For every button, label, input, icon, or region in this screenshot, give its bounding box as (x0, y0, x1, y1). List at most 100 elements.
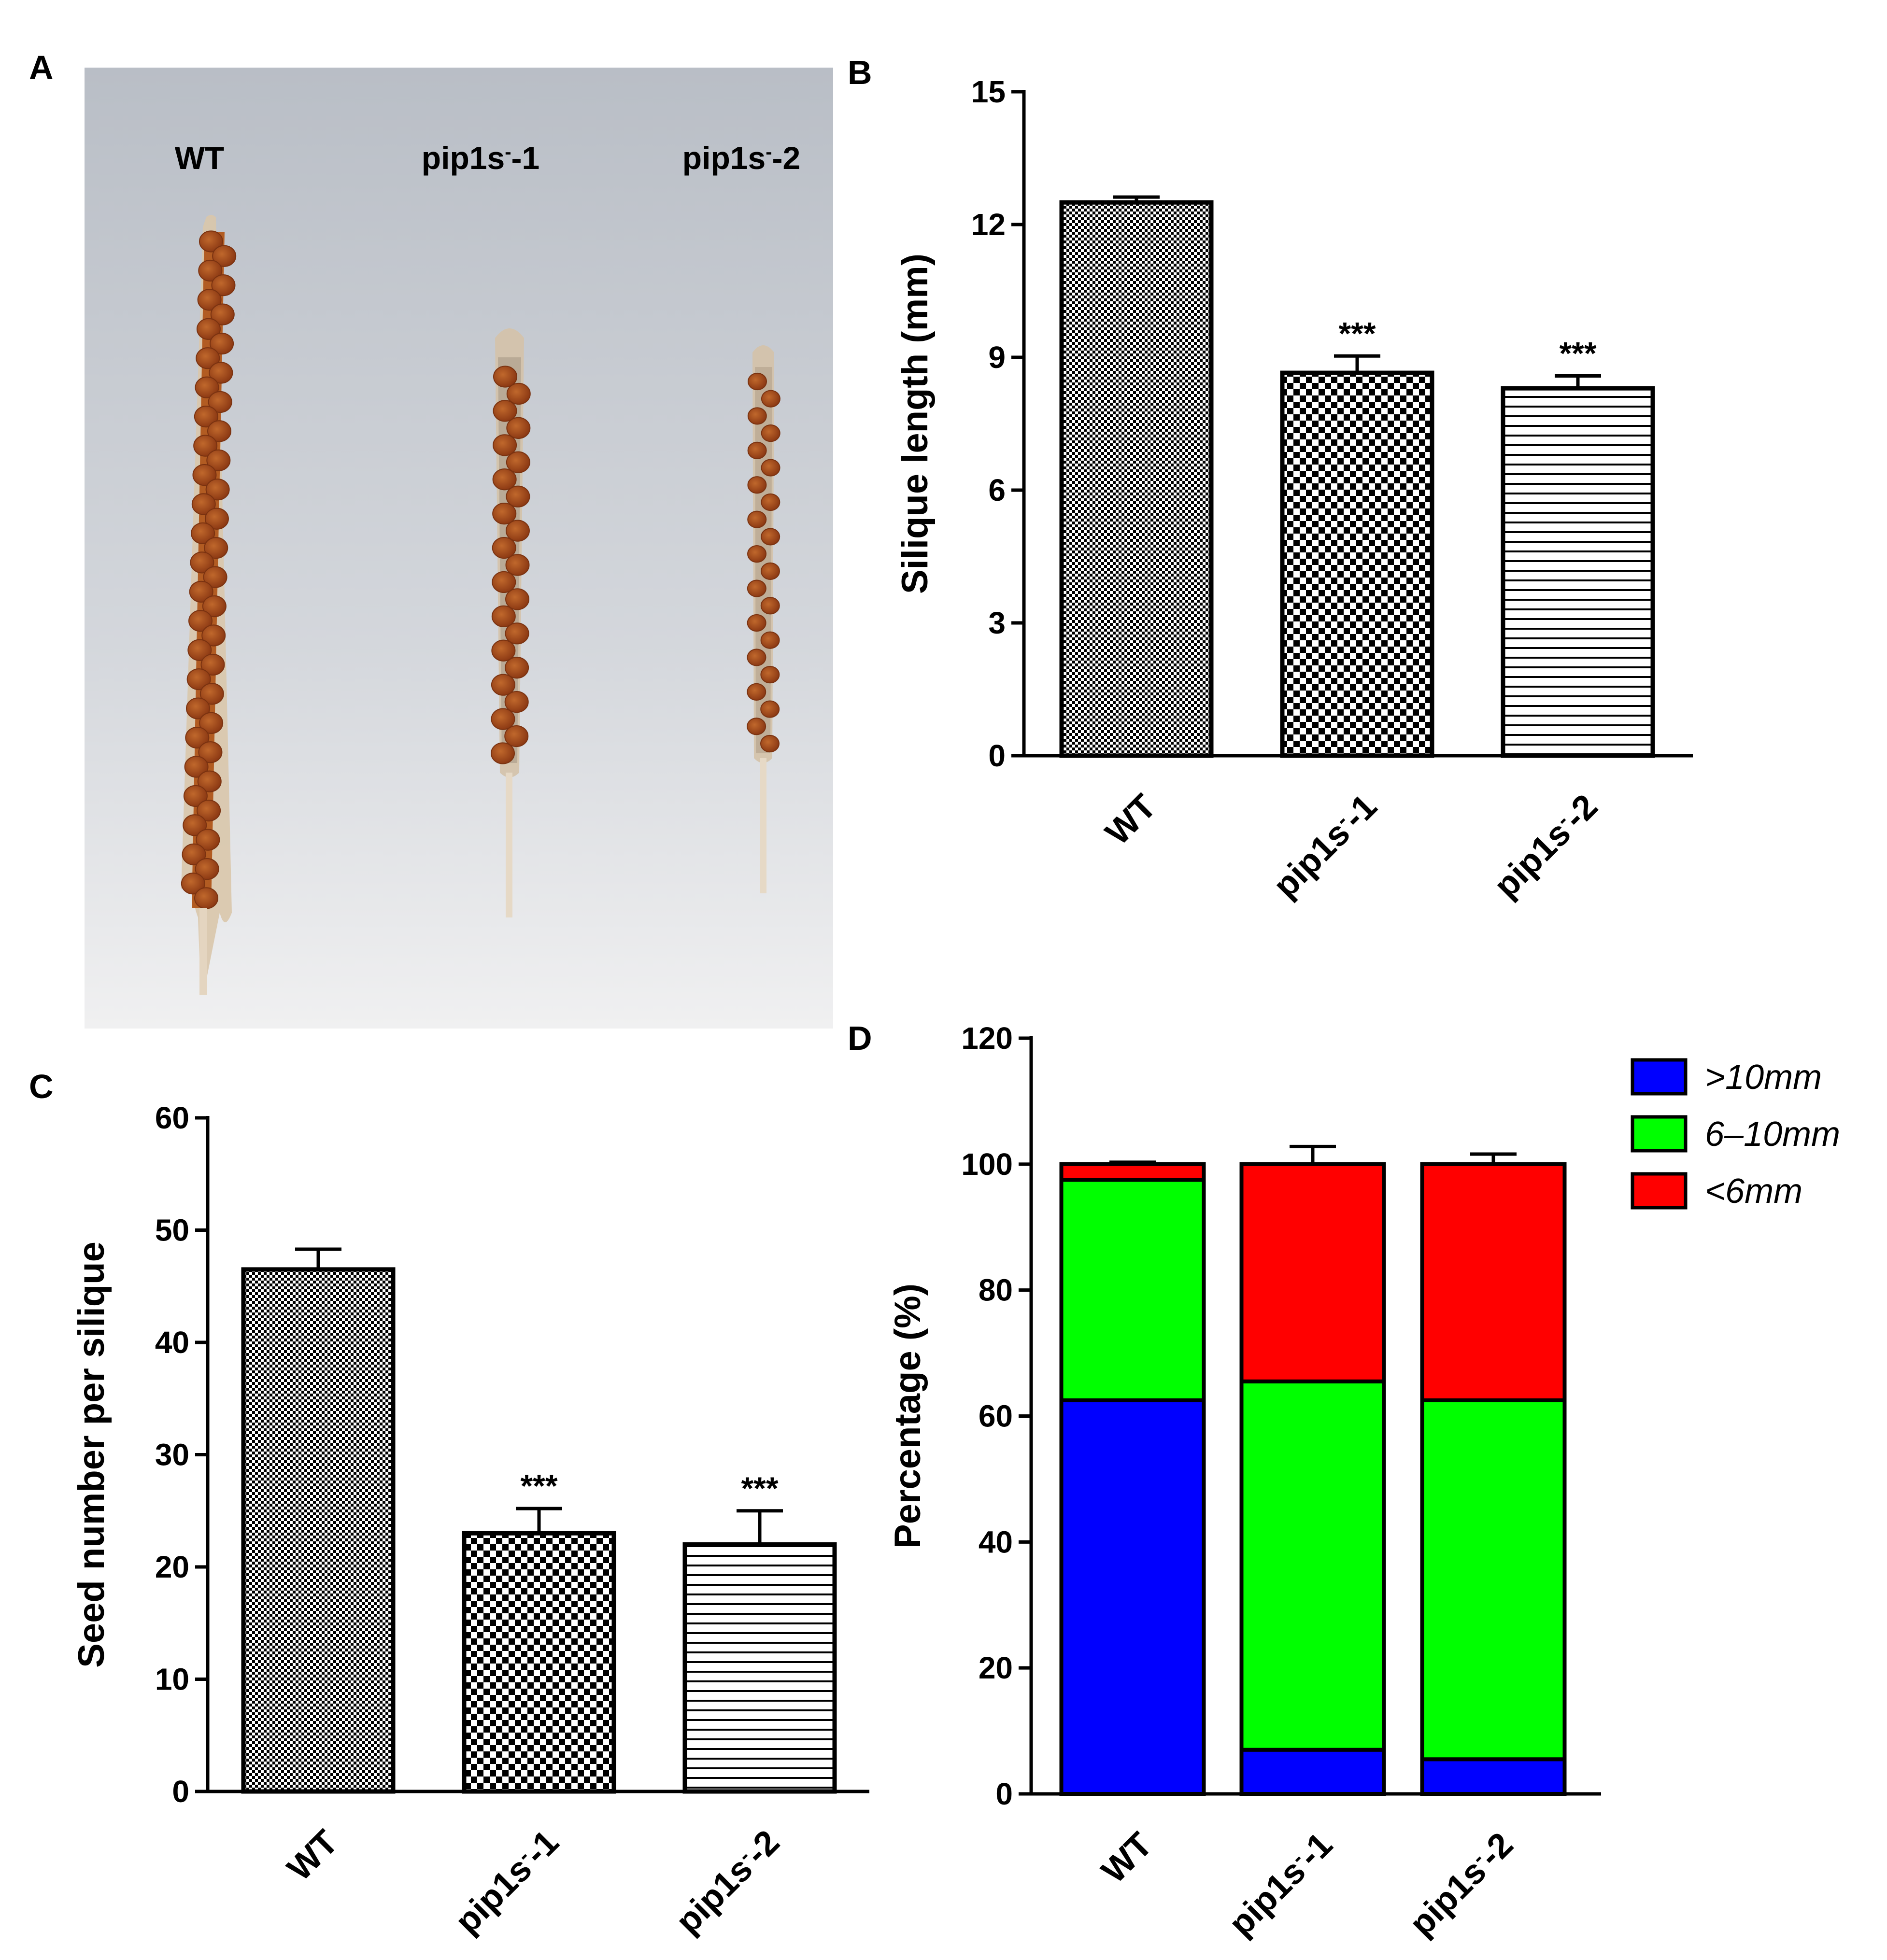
y-tick-label: 60 (155, 1100, 189, 1135)
seed (197, 289, 222, 311)
seed (761, 459, 780, 477)
y-tick-label: 15 (971, 74, 1006, 109)
seed (201, 624, 226, 647)
seed (199, 230, 223, 253)
y-tick-label: 0 (988, 738, 1006, 773)
seed (761, 493, 780, 511)
y-tick-label: 40 (155, 1325, 189, 1360)
seed (191, 522, 215, 545)
seed (747, 545, 767, 563)
bar (682, 1542, 837, 1794)
seed (747, 476, 767, 494)
seed (761, 424, 780, 442)
seed (211, 274, 236, 296)
y-tick-label: 100 (961, 1147, 1013, 1182)
photo-label-pip1s-1-base: pip1s (422, 140, 505, 176)
seed (196, 318, 221, 340)
y-tick-label: 80 (979, 1273, 1013, 1308)
seed (761, 528, 780, 546)
seed (504, 725, 529, 747)
seed (506, 451, 530, 473)
seed (202, 595, 227, 618)
legend-label: 6–10mm (1705, 1115, 1840, 1154)
seed (747, 614, 766, 632)
bar (241, 1267, 396, 1794)
y-tick-label: 10 (155, 1662, 189, 1697)
seed (492, 503, 517, 525)
stacked-segment (1059, 1162, 1206, 1182)
x-tick-label: WT (1094, 1825, 1160, 1891)
seed (212, 245, 237, 267)
seed (760, 597, 780, 615)
x-tick-label: pip1s--1 (1221, 1825, 1340, 1944)
seed (198, 259, 223, 282)
seed (760, 631, 780, 649)
seed (198, 741, 223, 763)
seed (195, 376, 219, 398)
seed (195, 858, 219, 880)
seed (506, 417, 531, 439)
seed (505, 520, 530, 542)
stacked-segment (1239, 1379, 1386, 1752)
seed (760, 700, 780, 718)
silique-pip1s-2 (747, 345, 780, 893)
y-tick-label: 12 (971, 207, 1006, 242)
seed (197, 770, 222, 792)
panel-letter-d: D (848, 1019, 872, 1057)
seed (208, 391, 232, 413)
legend-swatch (1631, 1058, 1688, 1096)
y-tick-label: 20 (979, 1650, 1013, 1685)
seed (504, 691, 529, 713)
y-axis-label: Seed number per silique (71, 1241, 112, 1668)
y-axis-label: Percentage (%) (887, 1283, 928, 1549)
stacked-segment (1420, 1757, 1567, 1796)
seed (761, 390, 780, 408)
photo-label-pip1s-2-suffix: -2 (772, 140, 801, 176)
silique-photo: WT pip1s--1 pip1s--2 (85, 68, 833, 1029)
seed (197, 800, 221, 822)
seed (183, 785, 208, 807)
seed (747, 683, 766, 701)
seed (183, 814, 207, 836)
seed (760, 562, 780, 580)
seed (184, 756, 209, 778)
stacked-segment (1420, 1162, 1567, 1402)
seed (188, 610, 213, 632)
y-tick-label: 120 (961, 1021, 1013, 1056)
x-tick-label: pip1s--2 (1402, 1825, 1520, 1944)
legend-label: <6mm (1705, 1172, 1802, 1211)
y-tick-label: 0 (995, 1777, 1013, 1811)
seed (185, 697, 210, 719)
y-tick-label: 20 (155, 1550, 189, 1584)
y-tick-label: 9 (988, 340, 1006, 375)
seed (491, 708, 515, 730)
seed (209, 362, 233, 384)
panel-letter-b: B (848, 54, 872, 91)
bar (1059, 200, 1214, 758)
y-tick-label: 60 (979, 1399, 1013, 1434)
seed (760, 666, 780, 684)
y-tick-label: 40 (979, 1524, 1013, 1559)
y-tick-label: 30 (155, 1438, 189, 1472)
stacked-segment (1420, 1398, 1567, 1762)
y-axis-label: Silique length (mm) (894, 254, 936, 594)
silique-pip1s-1 (491, 328, 531, 917)
legend-swatch (1631, 1115, 1688, 1153)
seed (206, 449, 231, 471)
seed (207, 420, 232, 442)
seed (193, 435, 218, 457)
seed (199, 712, 224, 734)
seed (199, 683, 224, 705)
significance-label: *** (741, 1470, 778, 1506)
photo-label-pip1s-1: pip1s--1 (422, 140, 539, 176)
seed (491, 639, 516, 662)
seed (505, 588, 530, 610)
pip1s-1-seeds (491, 366, 531, 764)
seed (187, 639, 212, 661)
seed (203, 566, 227, 588)
seed (492, 468, 517, 491)
y-tick-label: 0 (172, 1774, 189, 1809)
panel-letter-a: A (29, 49, 54, 86)
seed (189, 580, 213, 603)
